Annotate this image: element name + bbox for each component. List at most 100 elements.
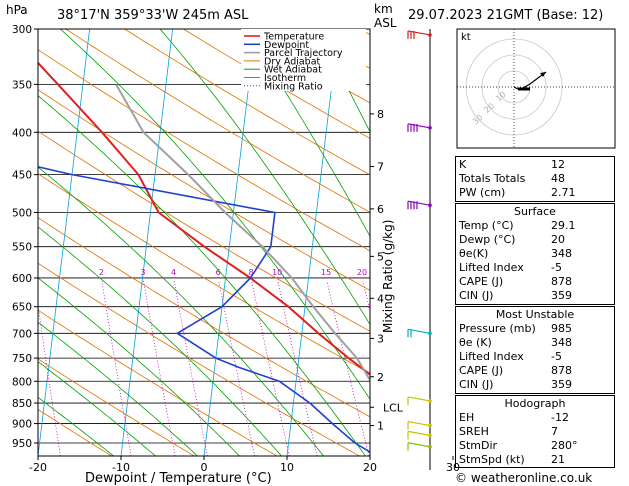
hodograph-unit-label: kt: [461, 32, 471, 43]
isotherm-line: [120, 29, 174, 456]
index-row: PW (cm) 2.71: [459, 186, 576, 199]
indices-panel: K 12 Totals Totals 48 PW (cm) 2.71 Surface …: [455, 156, 615, 468]
hodograph-table-title: Hodograph: [504, 397, 566, 410]
most-unstable-title: Most Unstable: [495, 308, 575, 321]
wind-barb-icon: [407, 200, 432, 210]
temperature-tick-label: -20: [29, 461, 47, 474]
legend-entry: Temperature: [263, 32, 324, 43]
wind-barb-icon: [407, 420, 432, 430]
dewpoint-series: [38, 166, 370, 453]
height-tick-label: 4: [377, 292, 384, 305]
dry-adiabat-line: [38, 408, 112, 456]
hodograph-trace: [513, 71, 547, 90]
hodo-row: StmDir 280°: [459, 439, 578, 452]
wind-barb-icon: [407, 30, 432, 39]
mixing-ratio-line: [326, 280, 370, 456]
index-row: Totals Totals 48: [459, 172, 565, 185]
copyright-footer: © weatheronline.co.uk: [455, 471, 593, 485]
mixing-ratio-line: [38, 302, 61, 456]
height-tick-label: 3: [377, 332, 384, 345]
location-title: 38°17'N 359°33'W 245m ASL: [57, 8, 249, 23]
mu-row: Pressure (mb) 985: [459, 322, 572, 335]
dry-adiabat-line: [65, 29, 370, 213]
dry-adiabat-line: [38, 173, 370, 374]
dry-adiabat-line: [38, 130, 370, 332]
height-tick-label: 7: [377, 161, 384, 174]
legend-entry: Wet Adiabat: [264, 65, 322, 76]
hodo-row: SREH 7: [459, 425, 558, 438]
mixing-ratio-tick-label: 15: [321, 268, 331, 277]
pressure-tick-label: 850: [12, 398, 32, 410]
hodograph-arrow-icon: [540, 72, 546, 77]
mixing-ratio-line: [173, 280, 208, 456]
mu-row: CIN (J) 359: [459, 378, 572, 391]
pressure-tick-label: 950: [12, 438, 32, 450]
surface-row: Dewp (°C) 20: [459, 233, 565, 246]
isotherm-line: [369, 452, 370, 456]
isotherm-line: [0, 29, 7, 456]
mixing-ratio-tick-label: 2: [99, 268, 104, 277]
wet-adiabat-line: [38, 166, 325, 456]
mixing-ratio-tick-label: 10: [272, 268, 282, 277]
pressure-tick-label: 700: [12, 328, 32, 340]
hodo-row: EH -12: [459, 411, 569, 424]
legend-entry: Isotherm: [264, 73, 306, 84]
legend-box: [241, 29, 366, 91]
mu-row: Lifted Index -5: [459, 350, 562, 363]
pressure-tick-label: 450: [12, 170, 32, 182]
surface-row: θe(K) 348: [459, 247, 572, 260]
plot-frame: [37, 28, 371, 457]
legend-entry: Dry Adiabat: [264, 56, 321, 67]
pressure-tick-label: 400: [12, 127, 32, 139]
mixing-ratio-tick-label: 6: [216, 268, 221, 277]
pressure-tick-label: 600: [12, 273, 32, 285]
mixing-ratio-line: [101, 280, 132, 456]
surface-row: CIN (J) 359: [459, 289, 572, 302]
mixing-ratio-line: [218, 280, 255, 456]
mu-row: θe (K) 348: [459, 336, 572, 349]
legend-entry: Dewpoint: [264, 40, 309, 51]
mixing-ratio-axis-label: Mixing Ratio (g/kg): [381, 219, 395, 333]
wet-adiabat-line: [159, 29, 370, 326]
pressure-tick-label: 750: [12, 353, 32, 365]
legend-entry: Mixing Ratio: [264, 81, 323, 92]
surface-box: Surface Temp (°C) 29.1 Dewp (°C) 20 θe(K) 3…: [455, 203, 615, 305]
temperature-tick-label: 0: [201, 461, 208, 474]
mu-row: CAPE (J) 878: [459, 364, 572, 377]
hodo-row: StmSpd (kt) 21: [459, 453, 565, 466]
indices-box: K 12 Totals Totals 48 PW (cm) 2.71: [455, 156, 615, 202]
height-tick-label: 5: [377, 250, 384, 263]
dry-adiabat-line: [38, 358, 195, 456]
pressure-tick-label: 500: [12, 207, 32, 219]
most-unstable-box: Most Unstable Pressure (mb) 985 θe (K) 348…: [455, 306, 615, 394]
x-axis-label: Dewpoint / Temperature (°C): [85, 471, 272, 486]
temperature-tick-label: 10: [280, 461, 294, 474]
surface-row: Lifted Index -5: [459, 261, 562, 274]
wet-adiabat-line: [38, 321, 199, 456]
pressure-tick-label: 800: [12, 376, 32, 388]
mixing-ratio-tick-label: 8: [249, 268, 254, 277]
mixing-ratio-tick-label: 20: [357, 268, 367, 277]
height-unit-label: km: [374, 2, 393, 16]
wind-barb-icon: [407, 442, 432, 451]
pressure-tick-label: 900: [12, 419, 32, 431]
isotherm-line: [286, 29, 340, 456]
height-tick-label: 2: [377, 371, 384, 384]
temperature-tick-label: -10: [112, 461, 130, 474]
wet-adiabat-line: [38, 361, 157, 456]
datetime-title: 29.07.2023 21GMT (Base: 12): [408, 8, 604, 23]
temperature-series: [38, 61, 370, 376]
isotherm-line: [38, 29, 91, 456]
mixing-ratio-line: [277, 280, 318, 456]
wet-adiabat-line: [38, 226, 283, 456]
wind-barb-icon: [407, 430, 432, 440]
wind-barb-icon: [407, 123, 432, 132]
surface-row: CAPE (J) 878: [459, 275, 572, 288]
temperature-tick-label: 30: [446, 461, 460, 474]
temperature-tick-label: 20: [363, 461, 377, 474]
wind-barb-icon: [407, 328, 432, 338]
dry-adiabat-line: [38, 49, 370, 252]
index-row: K 12: [459, 158, 565, 171]
